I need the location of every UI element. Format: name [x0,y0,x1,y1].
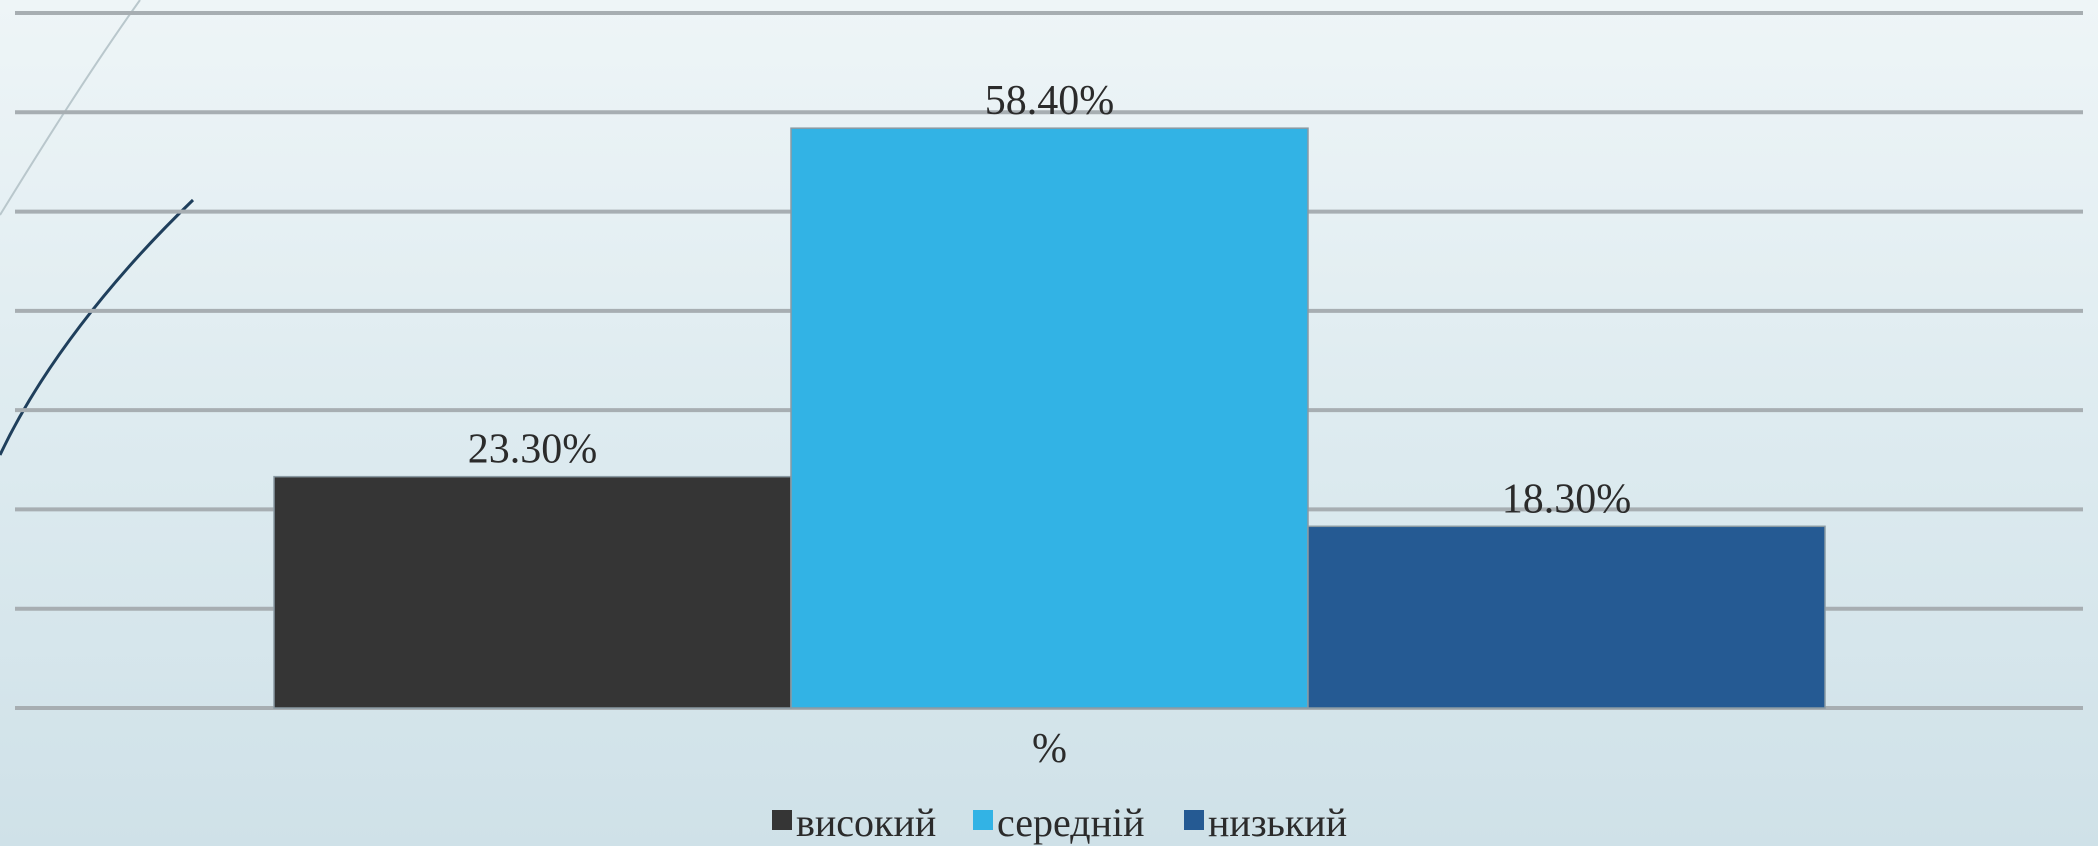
legend-label: середній [997,800,1145,845]
data-label-1: 23.30% [468,427,598,473]
legend-swatch [772,810,792,830]
legend-swatch [1184,810,1204,830]
decorative-curve-light [0,0,141,216]
legend-item-3: низький [1184,800,1347,845]
data-labels: 23.30% 58.40% 18.30% [468,78,1632,522]
bar-1 [273,475,792,709]
legend-item-2: середній [973,800,1145,845]
data-label-2: 58.40% [985,78,1115,124]
legend: високий середній низький [772,800,1347,845]
bars [273,127,1826,709]
legend-label: високий [796,800,936,845]
bar-3 [1307,525,1826,709]
background-decoration [0,0,195,456]
bar-2 [790,127,1309,709]
category-label: % [1032,726,1067,772]
decorative-curve-dark [0,198,195,456]
legend-label: низький [1208,800,1347,845]
category-axis-labels: % [1032,726,1067,772]
data-label-3: 18.30% [1502,476,1632,522]
legend-swatch [973,810,993,830]
legend-item-1: високий [772,800,936,845]
